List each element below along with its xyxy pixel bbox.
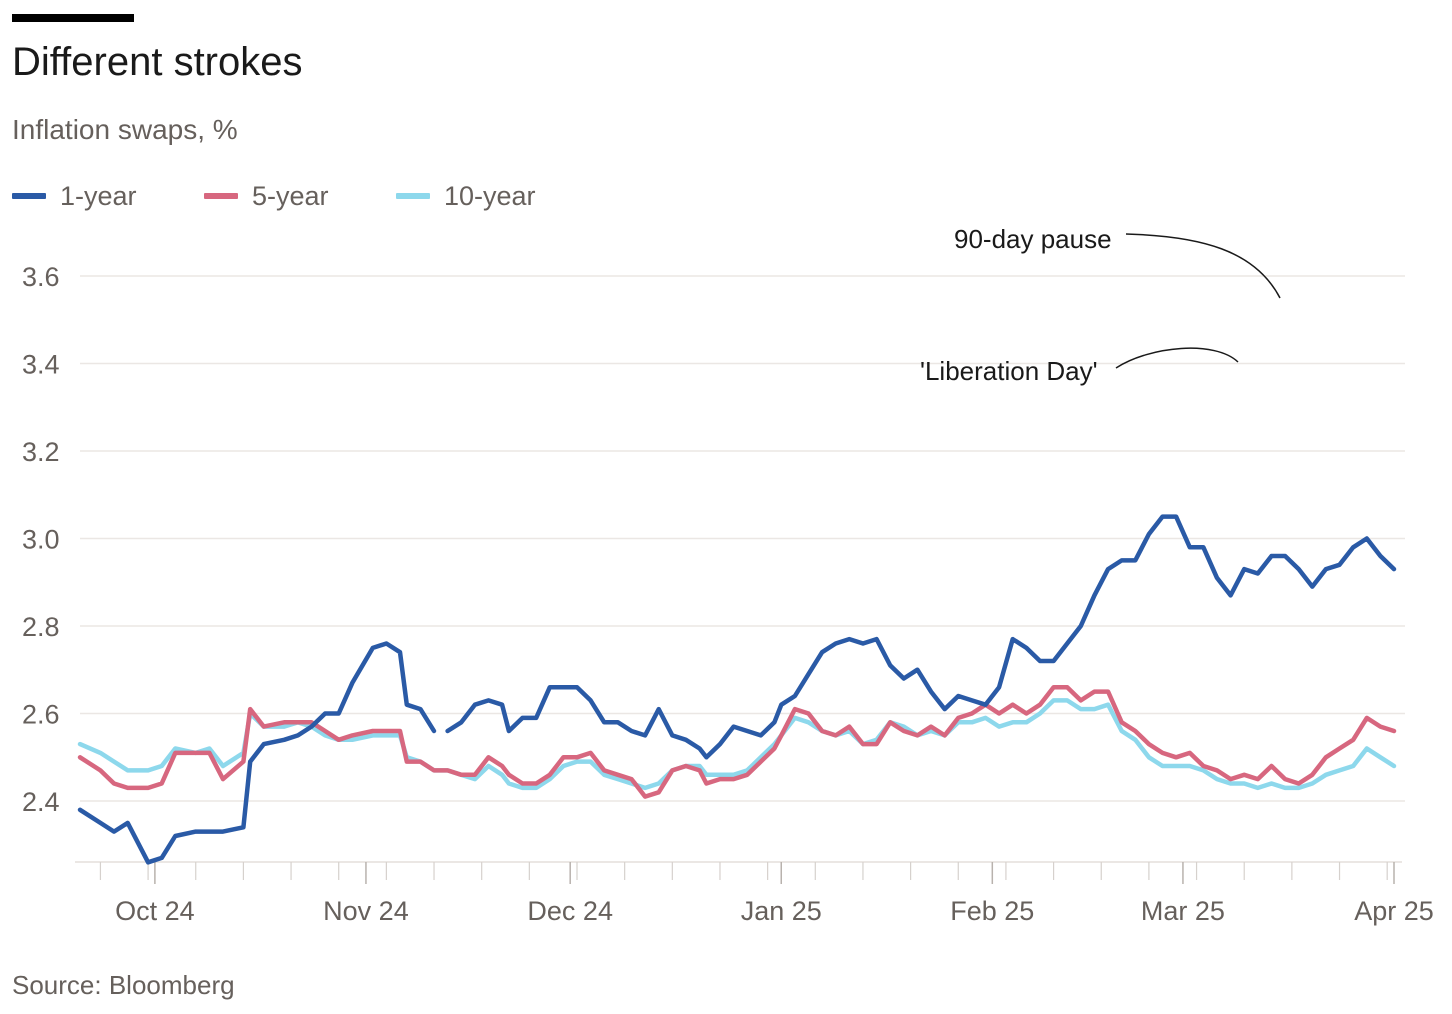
x-tick-label: Dec 24 <box>527 896 613 926</box>
source-note: Source: Bloomberg <box>12 970 235 1000</box>
series-line-5-year <box>77 684 1397 799</box>
chart-title: Different strokes <box>12 40 303 84</box>
series-line-10-year <box>77 698 1397 791</box>
brand-top-bar <box>12 14 134 22</box>
legend-item-10-year: 10-year <box>396 178 536 214</box>
x-tick-label: Apr 25 <box>1354 896 1434 926</box>
y-tick-label: 3.2 <box>22 437 60 467</box>
legend-swatch-5-year <box>204 193 238 199</box>
annotation-leader-liberation-day <box>1115 347 1239 369</box>
y-tick-label: 3.4 <box>22 350 60 380</box>
annotations: 90-day pause 'Liberation Day' <box>920 224 1281 386</box>
series-lines <box>77 514 1397 865</box>
legend-swatch-1-year <box>12 193 46 199</box>
legend-label-1-year: 1-year <box>60 180 137 211</box>
y-tick-label: 2.8 <box>22 612 60 642</box>
chart-subtitle: Inflation swaps, % <box>12 114 238 145</box>
y-axis-ticks: 2.4 2.6 2.8 3.0 3.2 3.4 3.6 <box>22 262 60 817</box>
x-axis: Oct 24 Nov 24 Dec 24 Jan 25 Feb 25 Mar 25 Apr … <box>75 861 1434 926</box>
legend-item-5-year: 5-year <box>204 178 329 214</box>
y-tick-label: 2.6 <box>22 700 60 730</box>
series-line-1-year <box>77 514 1397 865</box>
x-tick-label: Oct 24 <box>115 896 195 926</box>
x-tick-label: Feb 25 <box>950 896 1034 926</box>
legend-label-10-year: 10-year <box>444 180 536 211</box>
legend-swatch-10-year <box>396 193 430 199</box>
annotation-leader-90-day-pause <box>1125 233 1281 299</box>
x-tick-label: Nov 24 <box>323 896 409 926</box>
y-tick-label: 3.0 <box>22 525 60 555</box>
y-tick-label: 3.6 <box>22 262 60 292</box>
annotation-liberation-day: 'Liberation Day' <box>920 356 1098 386</box>
y-tick-label: 2.4 <box>22 787 60 817</box>
x-tick-label: Mar 25 <box>1141 896 1225 926</box>
annotation-90-day-pause: 90-day pause <box>954 224 1112 254</box>
legend-label-5-year: 5-year <box>252 180 329 211</box>
x-tick-label: Jan 25 <box>741 896 822 926</box>
legend-item-1-year: 1-year <box>12 178 137 214</box>
